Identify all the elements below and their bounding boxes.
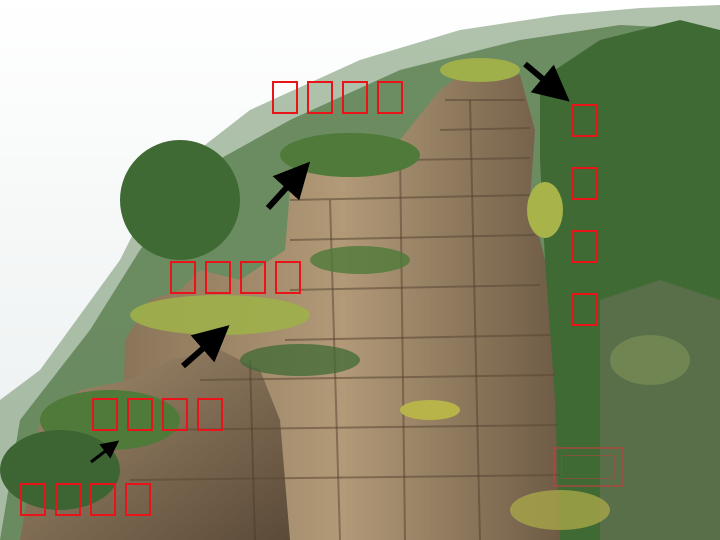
glyph-box	[307, 81, 333, 114]
label-middle	[170, 261, 301, 294]
glyph-box	[572, 293, 598, 326]
glyph-box	[377, 81, 403, 114]
glyph-box	[240, 261, 266, 294]
glyph-box	[170, 261, 196, 294]
glyph-box	[20, 483, 46, 516]
glyph-box	[572, 104, 598, 137]
glyph-box	[342, 81, 368, 114]
glyph-box	[127, 398, 153, 431]
glyph-box	[197, 398, 223, 431]
glyph-box	[55, 483, 81, 516]
glyph-box	[90, 483, 116, 516]
glyph-box	[205, 261, 231, 294]
label-right-vertical	[572, 104, 598, 326]
glyph-box	[92, 398, 118, 431]
glyph-box	[275, 261, 301, 294]
glyph-box	[572, 167, 598, 200]
glyph-box	[572, 230, 598, 263]
label-bottom	[20, 483, 151, 516]
glyph-box	[272, 81, 298, 114]
seal-stamp-icon	[553, 447, 623, 487]
label-top	[272, 81, 403, 114]
label-lower	[92, 398, 223, 431]
glyph-box	[162, 398, 188, 431]
glyph-box	[125, 483, 151, 516]
